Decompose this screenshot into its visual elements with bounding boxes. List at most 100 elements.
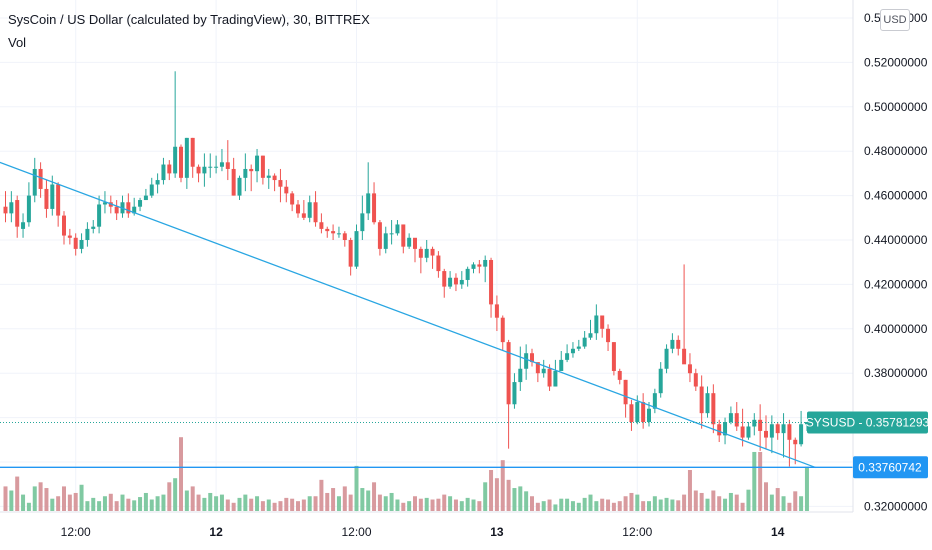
candle-body [243,168,248,178]
candle [775,422,780,440]
candle-body [752,419,757,427]
candle [336,226,341,238]
volume-bar [682,494,687,511]
candle [149,177,154,198]
candle-body [342,233,347,240]
candle [629,399,634,431]
candle [682,264,687,365]
candle [594,304,599,340]
candle-body [547,368,552,387]
volume-bar [208,492,213,511]
candle [769,415,774,454]
candle [512,373,517,409]
candle-body [44,188,49,209]
candle-body [430,248,435,256]
time-tick-label: 12 [209,525,223,539]
candle-body [483,259,488,267]
volume-bar [290,498,295,511]
time-tick-label: 12:00 [61,525,91,539]
candle [85,222,90,247]
candle-body [85,228,90,240]
currency-badge[interactable]: USD [880,9,910,31]
candle-body [687,364,692,374]
candle-body [524,353,529,369]
candle [62,211,66,245]
volume-bar [138,497,143,511]
candle-body [676,339,681,349]
candle [436,251,441,278]
candle [38,162,43,198]
volume-bar [44,488,49,511]
candle-body [682,348,687,365]
candle [377,220,382,256]
candle [547,364,552,391]
candle-body [260,155,265,178]
support-price-tag-bg [853,456,928,479]
candle-body [202,166,207,174]
candle [237,175,242,201]
candle-body [453,277,458,285]
candle [687,353,692,383]
trendline [0,161,816,469]
candle [354,224,359,269]
volume-bar [307,496,312,511]
candle-body [348,240,353,267]
candle [693,368,698,391]
candle [79,233,84,254]
volume-bar [775,488,780,511]
volume-bar [179,437,183,511]
candle-body [471,264,476,269]
candle-body [395,224,400,234]
volume-bar [255,496,260,511]
volume-bar [190,486,195,511]
volume-bar [108,493,113,511]
candle-body [635,402,640,423]
price-scale[interactable] [853,0,932,512]
candle [652,388,657,414]
candle-body [102,202,107,205]
volume-bar [600,498,605,511]
candle-body [442,271,447,287]
candle-body [746,426,751,438]
volume-indicator-label[interactable]: Vol [8,35,27,50]
candle [214,155,219,174]
volume-bar [237,497,242,511]
candle-body [249,168,254,172]
last-price-tag: SYSUSD - 0.35781293 [806,411,930,434]
candle [383,226,388,254]
candle-body [62,215,66,236]
candle-body [231,168,236,196]
candle [407,233,412,249]
volume-bar [530,496,534,511]
candle-body [500,317,505,343]
time-scale[interactable] [0,512,932,550]
volume-bar [459,501,464,511]
volume-bar [588,494,593,511]
volume-bar [15,476,20,511]
candle [611,342,616,376]
candle [413,237,417,263]
volume-bar [413,496,417,511]
price-tick-label: 0.40000000 [864,322,928,336]
volume-bar [494,478,499,511]
candle-body [723,422,728,436]
candle [255,148,260,183]
candle-body [530,353,534,363]
volume-bar [699,492,704,511]
volume-bar [436,498,441,511]
candle [348,237,353,276]
volume-bar [102,496,107,511]
candle-body [50,184,55,209]
volume-bar [723,498,728,511]
candle [746,422,751,440]
candle-body [278,180,283,187]
candle-body [331,231,336,234]
candle-body [266,175,271,178]
candle [389,220,394,245]
volume-bar [120,494,125,511]
candle [764,415,768,449]
candle-body [582,337,587,347]
candle-body [196,166,201,174]
volume-bar [196,494,201,511]
